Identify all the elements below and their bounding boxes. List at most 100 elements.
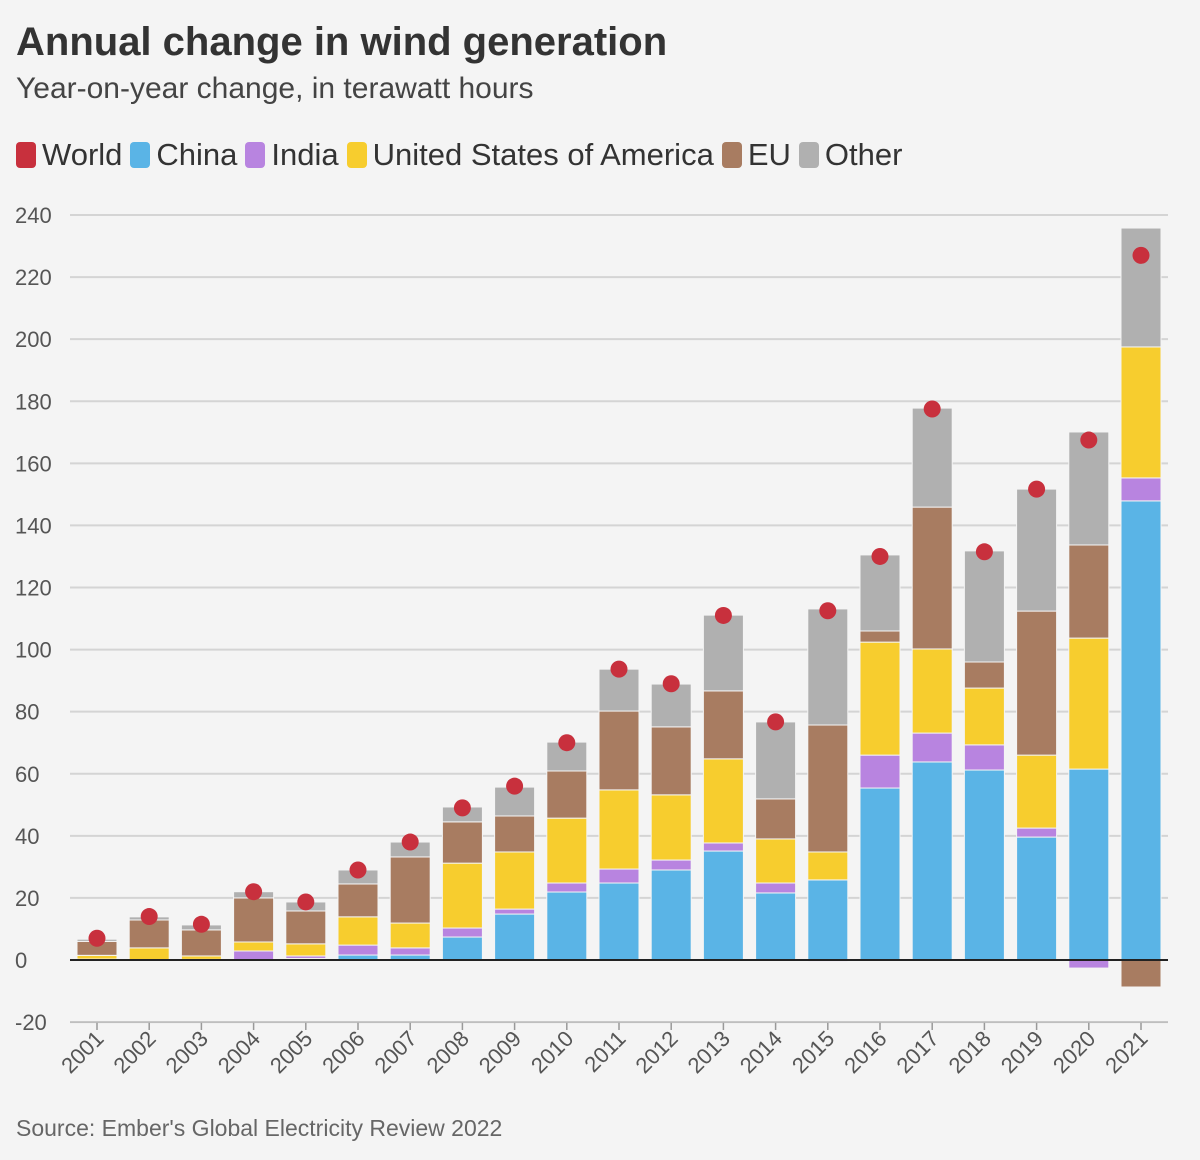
bar-segment-eu-2021 xyxy=(1120,959,1162,988)
legend-swatch-usa xyxy=(346,142,367,168)
bar-segment-other-2016 xyxy=(859,554,901,632)
world-point-2017 xyxy=(923,400,941,418)
world-point-2007 xyxy=(401,833,419,851)
x-tick-label: 2016 xyxy=(839,1026,891,1078)
y-tick-label: 180 xyxy=(15,389,52,414)
bar-segment-eu-2020 xyxy=(1068,544,1110,639)
legend-label: India xyxy=(271,137,339,172)
bar-segment-china-2009 xyxy=(494,913,536,961)
bar-segment-eu-2007 xyxy=(389,856,431,924)
legend-swatch-world xyxy=(16,142,36,168)
bar-segment-united-states-of-america-2019 xyxy=(1016,754,1058,829)
bar-segment-india-2016 xyxy=(859,754,901,789)
world-point-2018 xyxy=(975,543,993,561)
y-tick-label: -20 xyxy=(15,1010,47,1035)
y-tick-label: 0 xyxy=(15,948,27,973)
bar-segment-united-states-of-america-2010 xyxy=(546,817,588,884)
bar-segment-united-states-of-america-2011 xyxy=(598,789,640,870)
world-point-2003 xyxy=(192,915,210,933)
x-tick-label: 2013 xyxy=(683,1026,735,1078)
bar-segment-india-2007 xyxy=(389,947,431,956)
bar-segment-united-states-of-america-2017 xyxy=(911,648,953,734)
world-point-2009 xyxy=(506,777,524,795)
chart-title: Annual change in wind generation xyxy=(16,20,668,64)
bar-segment-eu-2013 xyxy=(702,690,744,760)
world-point-2021 xyxy=(1132,246,1150,264)
bar-segment-china-2018 xyxy=(963,769,1005,961)
legend-item-india: India xyxy=(245,137,339,173)
legend-label: World xyxy=(42,137,123,172)
legend-swatch-india xyxy=(245,142,266,168)
bar-segment-united-states-of-america-2014 xyxy=(755,838,797,884)
x-tick-label: 2007 xyxy=(369,1026,421,1078)
bar-segment-united-states-of-america-2013 xyxy=(702,758,744,844)
bar-segment-eu-2017 xyxy=(911,506,953,650)
bar-segment-china-2020 xyxy=(1068,768,1110,961)
x-tick-label: 2021 xyxy=(1100,1026,1152,1078)
bar-segment-china-2010 xyxy=(546,891,588,961)
legend-swatch-china xyxy=(130,142,151,168)
world-point-2004 xyxy=(245,883,263,901)
bar-segment-eu-2011 xyxy=(598,710,640,791)
legend-item-china: China xyxy=(130,137,237,173)
x-tick-label: 2017 xyxy=(891,1026,943,1078)
bar-segment-united-states-of-america-2003 xyxy=(180,955,222,960)
bar-segment-other-2014 xyxy=(755,721,797,800)
bar-segment-china-2015 xyxy=(807,879,849,961)
bar-segment-india-2014 xyxy=(755,882,797,894)
bar-segment-united-states-of-america-2005 xyxy=(285,943,327,957)
source-note: Source: Ember's Global Electricity Revie… xyxy=(16,1115,503,1141)
bar-segment-india-2008 xyxy=(441,927,483,938)
bar-segment-eu-2003 xyxy=(180,929,222,957)
y-tick-label: 200 xyxy=(15,327,52,352)
bar-segment-china-2008 xyxy=(441,936,483,961)
legend-swatch-other xyxy=(798,142,819,168)
legend-label: Other xyxy=(824,137,903,172)
bar-segment-other-2013 xyxy=(702,614,744,692)
y-tick-label: 20 xyxy=(15,886,39,911)
x-tick-label: 2004 xyxy=(213,1026,265,1078)
y-tick-label: 40 xyxy=(15,824,39,849)
bar-segment-united-states-of-america-2016 xyxy=(859,641,901,756)
y-tick-label: 100 xyxy=(15,638,52,663)
bar-segment-united-states-of-america-2006 xyxy=(337,916,379,946)
world-point-2002 xyxy=(140,908,158,926)
bar-segment-eu-2006 xyxy=(337,883,379,918)
world-point-2020 xyxy=(1080,431,1098,449)
bar-segment-united-states-of-america-2002 xyxy=(128,947,170,961)
bar-segment-eu-2008 xyxy=(441,821,483,864)
x-tick-label: 2003 xyxy=(161,1026,213,1078)
x-tick-label: 2018 xyxy=(944,1026,996,1078)
bar-segment-united-states-of-america-2018 xyxy=(963,687,1005,746)
bar-segment-eu-2004 xyxy=(233,897,275,943)
legend-label: EU xyxy=(747,137,791,172)
x-tick-label: 2008 xyxy=(422,1026,474,1078)
bar-segment-eu-2014 xyxy=(755,798,797,840)
bar-segment-india-2021 xyxy=(1120,477,1162,502)
legend: World China India United States of Ameri… xyxy=(16,137,910,173)
bar-segment-united-states-of-america-2001 xyxy=(76,954,118,960)
world-point-2014 xyxy=(767,713,785,731)
bar-segment-united-states-of-america-2021 xyxy=(1120,346,1162,479)
world-point-2015 xyxy=(819,602,837,620)
bar-segment-china-2016 xyxy=(859,787,901,961)
world-point-2008 xyxy=(453,799,471,817)
bar-segment-india-2004 xyxy=(233,950,275,961)
bar-segment-united-states-of-america-2015 xyxy=(807,851,849,881)
bar-segment-india-2010 xyxy=(546,882,588,893)
legend-label: United States of America xyxy=(372,137,714,172)
bar-segment-united-states-of-america-2020 xyxy=(1068,637,1110,770)
bar-segment-united-states-of-america-2004 xyxy=(233,941,275,952)
bar-segment-united-states-of-america-2007 xyxy=(389,922,431,949)
x-tick-label: 2006 xyxy=(317,1026,369,1078)
y-tick-label: 80 xyxy=(15,700,39,725)
bar-segment-india-2006 xyxy=(337,944,379,956)
bar-segment-india-2017 xyxy=(911,732,953,763)
x-tick-label: 2019 xyxy=(996,1026,1048,1078)
bar-segment-india-2009 xyxy=(494,908,536,915)
bar-segment-other-2020 xyxy=(1068,431,1110,546)
legend-item-eu: EU xyxy=(721,137,791,173)
x-tick-label: 2012 xyxy=(630,1026,682,1078)
world-point-2019 xyxy=(1028,480,1046,498)
